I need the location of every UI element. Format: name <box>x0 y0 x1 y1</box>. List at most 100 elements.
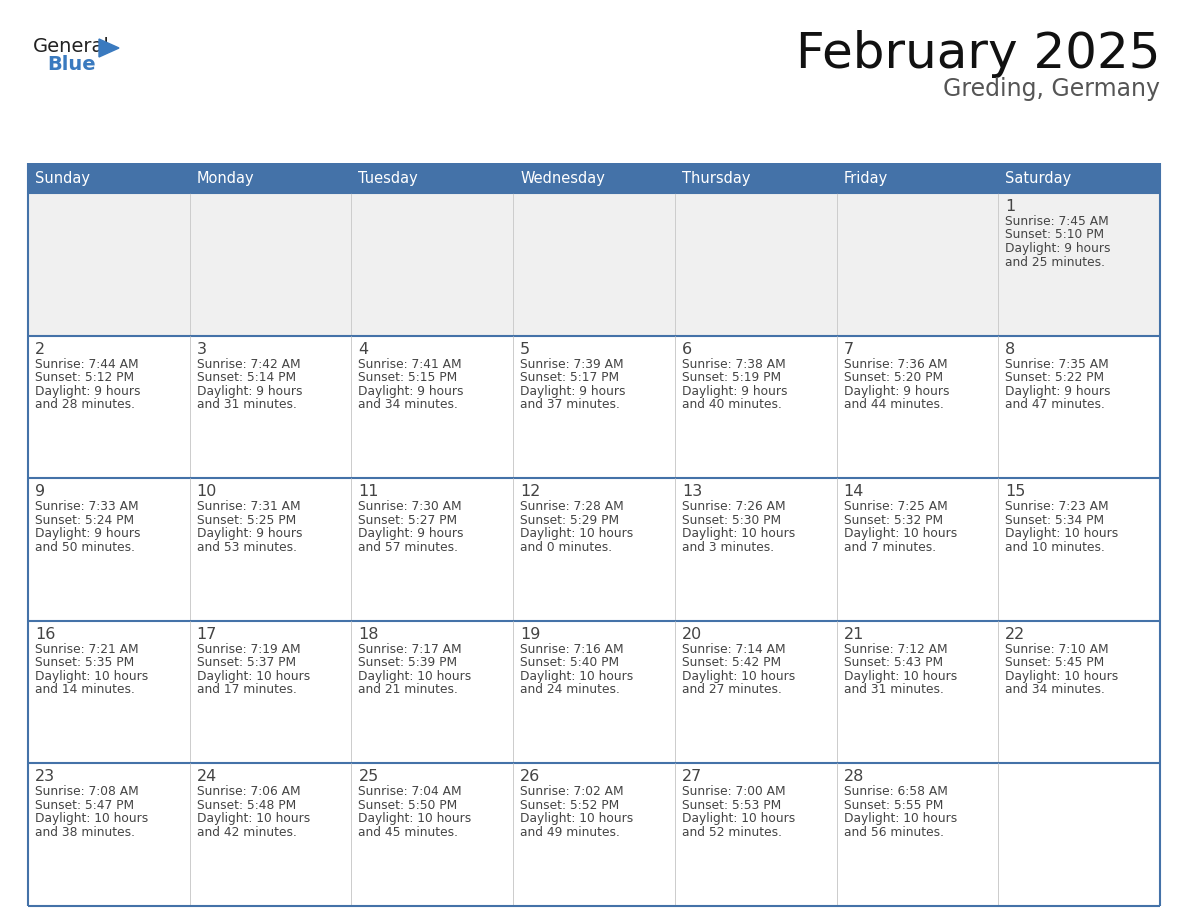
Text: Daylight: 10 hours: Daylight: 10 hours <box>34 670 148 683</box>
Text: Daylight: 9 hours: Daylight: 9 hours <box>34 385 140 397</box>
Text: Sunset: 5:53 PM: Sunset: 5:53 PM <box>682 799 781 812</box>
Text: Sunrise: 7:00 AM: Sunrise: 7:00 AM <box>682 786 785 799</box>
Text: 25: 25 <box>359 769 379 784</box>
Text: and 3 minutes.: and 3 minutes. <box>682 541 775 554</box>
Text: and 24 minutes.: and 24 minutes. <box>520 683 620 696</box>
Text: Sunrise: 7:21 AM: Sunrise: 7:21 AM <box>34 643 139 655</box>
Text: Thursday: Thursday <box>682 171 751 185</box>
Text: Sunrise: 7:06 AM: Sunrise: 7:06 AM <box>197 786 301 799</box>
Text: 7: 7 <box>843 341 854 356</box>
Text: Sunset: 5:42 PM: Sunset: 5:42 PM <box>682 656 781 669</box>
Text: Sunset: 5:10 PM: Sunset: 5:10 PM <box>1005 229 1105 241</box>
Text: Sunrise: 7:41 AM: Sunrise: 7:41 AM <box>359 358 462 371</box>
Text: Sunset: 5:30 PM: Sunset: 5:30 PM <box>682 514 781 527</box>
Text: Sunrise: 7:28 AM: Sunrise: 7:28 AM <box>520 500 624 513</box>
Text: Sunset: 5:43 PM: Sunset: 5:43 PM <box>843 656 943 669</box>
Text: Sunset: 5:39 PM: Sunset: 5:39 PM <box>359 656 457 669</box>
Text: and 21 minutes.: and 21 minutes. <box>359 683 459 696</box>
Text: Sunset: 5:24 PM: Sunset: 5:24 PM <box>34 514 134 527</box>
Text: 14: 14 <box>843 484 864 499</box>
Text: Sunrise: 7:38 AM: Sunrise: 7:38 AM <box>682 358 785 371</box>
Text: General: General <box>33 37 109 56</box>
Text: Blue: Blue <box>48 55 95 74</box>
Text: Sunrise: 7:35 AM: Sunrise: 7:35 AM <box>1005 358 1110 371</box>
Text: 6: 6 <box>682 341 691 356</box>
Text: and 0 minutes.: and 0 minutes. <box>520 541 612 554</box>
Text: 5: 5 <box>520 341 530 356</box>
Text: 22: 22 <box>1005 627 1025 642</box>
Text: Sunset: 5:40 PM: Sunset: 5:40 PM <box>520 656 619 669</box>
Bar <box>29 764 1159 906</box>
Text: and 49 minutes.: and 49 minutes. <box>520 826 620 839</box>
Text: 17: 17 <box>197 627 217 642</box>
Text: and 34 minutes.: and 34 minutes. <box>359 398 459 411</box>
Text: Daylight: 9 hours: Daylight: 9 hours <box>197 385 302 397</box>
Text: 23: 23 <box>34 769 55 784</box>
Text: Sunset: 5:27 PM: Sunset: 5:27 PM <box>359 514 457 527</box>
Text: Sunrise: 7:04 AM: Sunrise: 7:04 AM <box>359 786 462 799</box>
Text: and 25 minutes.: and 25 minutes. <box>1005 255 1105 268</box>
Text: Sunset: 5:15 PM: Sunset: 5:15 PM <box>359 371 457 384</box>
Text: and 44 minutes.: and 44 minutes. <box>843 398 943 411</box>
Text: Sunrise: 7:19 AM: Sunrise: 7:19 AM <box>197 643 301 655</box>
Text: 3: 3 <box>197 341 207 356</box>
Text: and 50 minutes.: and 50 minutes. <box>34 541 135 554</box>
Text: 8: 8 <box>1005 341 1016 356</box>
Text: Daylight: 9 hours: Daylight: 9 hours <box>197 527 302 540</box>
Text: Sunrise: 7:45 AM: Sunrise: 7:45 AM <box>1005 215 1110 228</box>
Text: Sunrise: 7:39 AM: Sunrise: 7:39 AM <box>520 358 624 371</box>
Bar <box>513 163 675 193</box>
Text: Tuesday: Tuesday <box>359 171 418 185</box>
Text: Daylight: 10 hours: Daylight: 10 hours <box>520 527 633 540</box>
Text: Sunrise: 7:02 AM: Sunrise: 7:02 AM <box>520 786 624 799</box>
Text: and 56 minutes.: and 56 minutes. <box>843 826 943 839</box>
Text: and 47 minutes.: and 47 minutes. <box>1005 398 1105 411</box>
Text: Daylight: 10 hours: Daylight: 10 hours <box>682 527 795 540</box>
Bar <box>352 163 513 193</box>
Text: Daylight: 10 hours: Daylight: 10 hours <box>843 812 956 825</box>
Text: 9: 9 <box>34 484 45 499</box>
Text: Sunrise: 7:17 AM: Sunrise: 7:17 AM <box>359 643 462 655</box>
Text: Daylight: 9 hours: Daylight: 9 hours <box>34 527 140 540</box>
Text: 13: 13 <box>682 484 702 499</box>
Text: and 37 minutes.: and 37 minutes. <box>520 398 620 411</box>
Text: Sunset: 5:17 PM: Sunset: 5:17 PM <box>520 371 619 384</box>
Text: Daylight: 10 hours: Daylight: 10 hours <box>197 670 310 683</box>
Text: and 28 minutes.: and 28 minutes. <box>34 398 135 411</box>
Text: Daylight: 9 hours: Daylight: 9 hours <box>359 385 465 397</box>
Text: and 57 minutes.: and 57 minutes. <box>359 541 459 554</box>
Bar <box>836 163 998 193</box>
Text: and 31 minutes.: and 31 minutes. <box>843 683 943 696</box>
Text: Sunset: 5:32 PM: Sunset: 5:32 PM <box>843 514 943 527</box>
Text: Sunrise: 6:58 AM: Sunrise: 6:58 AM <box>843 786 948 799</box>
Text: Daylight: 9 hours: Daylight: 9 hours <box>1005 242 1111 255</box>
Text: and 53 minutes.: and 53 minutes. <box>197 541 297 554</box>
Text: Sunset: 5:34 PM: Sunset: 5:34 PM <box>1005 514 1105 527</box>
Text: Sunset: 5:14 PM: Sunset: 5:14 PM <box>197 371 296 384</box>
Text: Sunset: 5:20 PM: Sunset: 5:20 PM <box>843 371 943 384</box>
Text: and 42 minutes.: and 42 minutes. <box>197 826 297 839</box>
Text: Sunrise: 7:08 AM: Sunrise: 7:08 AM <box>34 786 139 799</box>
Text: Daylight: 9 hours: Daylight: 9 hours <box>520 385 626 397</box>
Text: 20: 20 <box>682 627 702 642</box>
Text: Saturday: Saturday <box>1005 171 1072 185</box>
Text: 19: 19 <box>520 627 541 642</box>
Text: Sunset: 5:35 PM: Sunset: 5:35 PM <box>34 656 134 669</box>
Text: 2: 2 <box>34 341 45 356</box>
Text: Daylight: 10 hours: Daylight: 10 hours <box>34 812 148 825</box>
Text: 12: 12 <box>520 484 541 499</box>
Text: Daylight: 9 hours: Daylight: 9 hours <box>843 385 949 397</box>
Bar <box>29 478 1159 621</box>
Text: Sunrise: 7:25 AM: Sunrise: 7:25 AM <box>843 500 947 513</box>
Text: Daylight: 10 hours: Daylight: 10 hours <box>682 670 795 683</box>
Text: Daylight: 10 hours: Daylight: 10 hours <box>520 812 633 825</box>
Text: Sunset: 5:47 PM: Sunset: 5:47 PM <box>34 799 134 812</box>
Text: Daylight: 10 hours: Daylight: 10 hours <box>843 670 956 683</box>
Text: Daylight: 9 hours: Daylight: 9 hours <box>682 385 788 397</box>
Text: Sunrise: 7:23 AM: Sunrise: 7:23 AM <box>1005 500 1108 513</box>
Bar <box>190 163 352 193</box>
Text: Monday: Monday <box>197 171 254 185</box>
Text: Daylight: 10 hours: Daylight: 10 hours <box>1005 670 1119 683</box>
Text: Daylight: 10 hours: Daylight: 10 hours <box>359 812 472 825</box>
Text: Daylight: 9 hours: Daylight: 9 hours <box>359 527 465 540</box>
